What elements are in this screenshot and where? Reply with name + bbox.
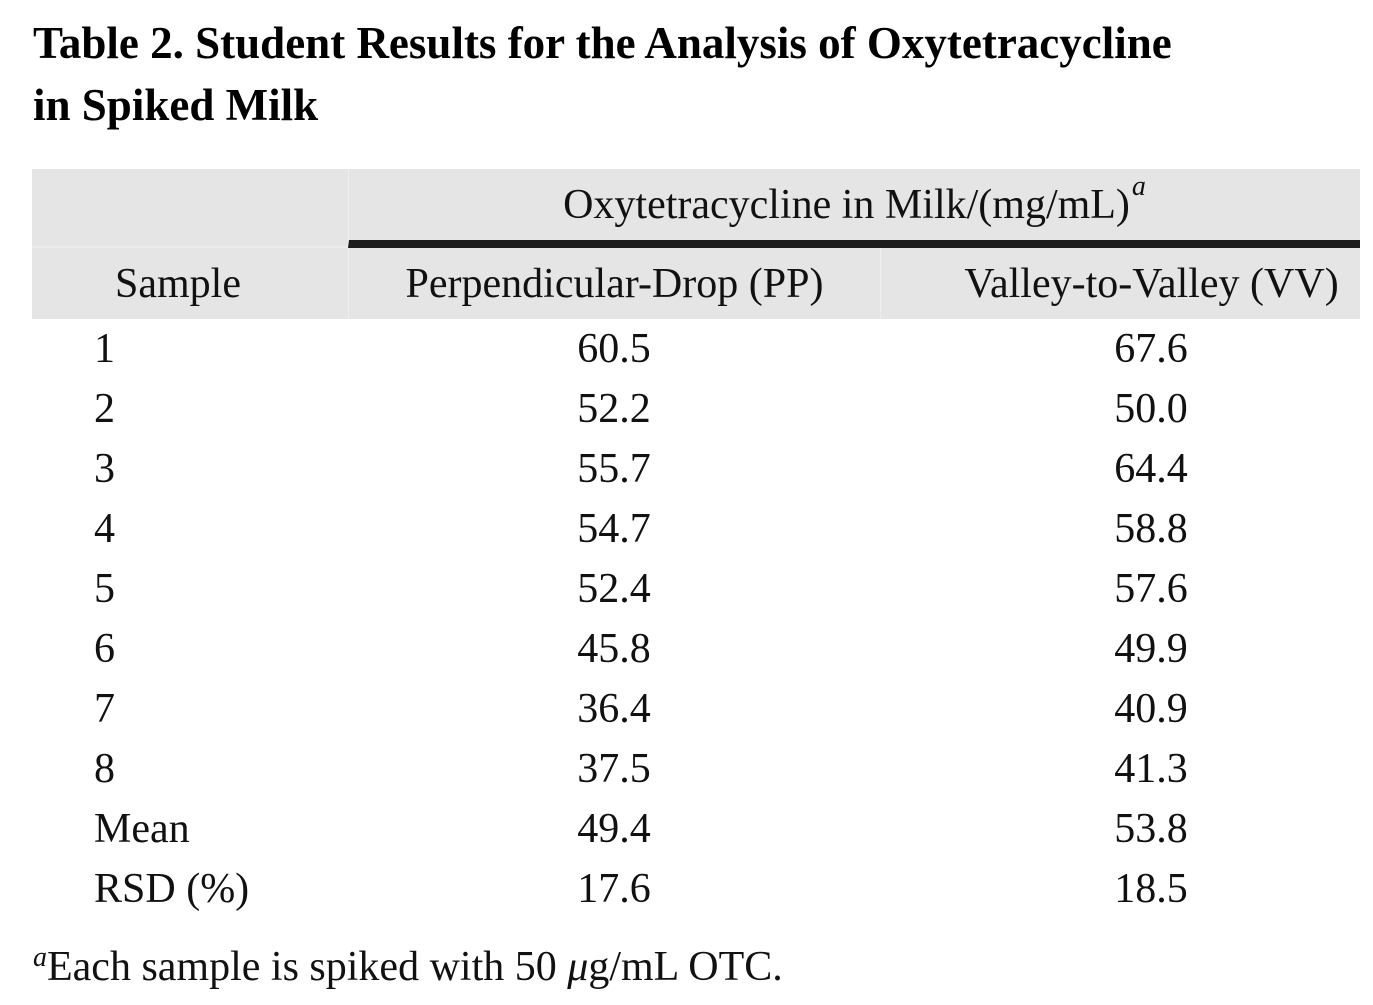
header-corner-cell bbox=[32, 169, 348, 248]
table-row: 8 37.5 41.3 bbox=[32, 739, 1360, 799]
column-header-pp: Perpendicular-Drop (PP) bbox=[348, 248, 880, 319]
cell-vv: 64.4 bbox=[1114, 446, 1188, 492]
table-row: 2 52.2 50.0 bbox=[32, 379, 1360, 439]
footnote-mu-symbol: μ bbox=[567, 944, 589, 990]
cell-sample: 1 bbox=[94, 326, 115, 372]
cell-sample: 6 bbox=[94, 626, 115, 672]
cell-pp: 36.4 bbox=[577, 686, 651, 732]
cell-vv: 58.8 bbox=[1114, 506, 1188, 552]
table-row: 4 54.7 58.8 bbox=[32, 499, 1360, 559]
table-footnote: aEach sample is spiked with 50 μg/mL OTC… bbox=[33, 939, 1373, 1000]
footnote-text-before-mu: Each sample is spiked with 50 bbox=[47, 944, 568, 990]
table-column-header-row: Sample Perpendicular-Drop (PP) Valley-to… bbox=[32, 248, 1360, 319]
cell-sample: 8 bbox=[94, 746, 115, 792]
table-body: 1 60.5 67.6 2 52.2 50.0 3 55.7 64.4 4 54… bbox=[32, 319, 1360, 919]
cell-vv: 53.8 bbox=[1114, 806, 1188, 852]
cell-vv: 67.6 bbox=[1114, 326, 1188, 372]
cell-vv: 18.5 bbox=[1114, 866, 1188, 912]
cell-sample: 7 bbox=[94, 686, 115, 732]
cell-sample: RSD (%) bbox=[94, 866, 250, 912]
table-row: 6 45.8 49.9 bbox=[32, 619, 1360, 679]
cell-sample: 5 bbox=[94, 566, 115, 612]
span-header-superscript: a bbox=[1131, 170, 1146, 202]
footnote-marker-superscript: a bbox=[33, 942, 47, 973]
cell-sample: Mean bbox=[94, 806, 190, 852]
data-table: Oxytetracycline in Milk/(mg/mL) a Sample … bbox=[32, 169, 1360, 919]
cell-vv: 41.3 bbox=[1114, 746, 1188, 792]
cell-vv: 50.0 bbox=[1114, 386, 1188, 432]
table-header-span-row: Oxytetracycline in Milk/(mg/mL) a bbox=[32, 169, 1360, 248]
column-header-sample: Sample bbox=[115, 260, 241, 307]
cell-vv: 57.6 bbox=[1114, 566, 1188, 612]
table-row: 7 36.4 40.9 bbox=[32, 679, 1360, 739]
footnote-text-after-mu: g/mL OTC. bbox=[588, 944, 783, 990]
cell-pp: 37.5 bbox=[577, 746, 651, 792]
cell-sample: 4 bbox=[94, 506, 115, 552]
cell-pp: 52.2 bbox=[577, 386, 651, 432]
cell-pp: 54.7 bbox=[577, 506, 651, 552]
table-row: 3 55.7 64.4 bbox=[32, 439, 1360, 499]
table-title-line1: Table 2. Student Results for the Analysi… bbox=[33, 18, 1172, 68]
table-row: 1 60.5 67.6 bbox=[32, 319, 1360, 379]
table-header: Oxytetracycline in Milk/(mg/mL) a Sample … bbox=[32, 169, 1360, 319]
cell-pp: 49.4 bbox=[577, 806, 651, 852]
cell-vv: 40.9 bbox=[1114, 686, 1188, 732]
cell-vv: 49.9 bbox=[1114, 626, 1188, 672]
table-row-rsd: RSD (%) 17.6 18.5 bbox=[32, 859, 1360, 919]
cell-sample: 2 bbox=[94, 386, 115, 432]
cell-sample: 3 bbox=[94, 446, 115, 492]
table-title: Table 2. Student Results for the Analysi… bbox=[33, 12, 1373, 136]
cell-pp: 55.7 bbox=[577, 446, 651, 492]
span-header-text: Oxytetracycline in Milk/(mg/mL) bbox=[563, 181, 1130, 228]
cell-pp: 60.5 bbox=[577, 326, 651, 372]
cell-pp: 45.8 bbox=[577, 626, 651, 672]
header-span-cell: Oxytetracycline in Milk/(mg/mL) a bbox=[348, 169, 1360, 248]
column-header-vv: Valley-to-Valley (VV) bbox=[880, 248, 1360, 319]
table-row-mean: Mean 49.4 53.8 bbox=[32, 799, 1360, 859]
cell-pp: 17.6 bbox=[577, 866, 651, 912]
table-row: 5 52.4 57.6 bbox=[32, 559, 1360, 619]
cell-pp: 52.4 bbox=[577, 566, 651, 612]
table-title-line2: in Spiked Milk bbox=[33, 80, 319, 130]
